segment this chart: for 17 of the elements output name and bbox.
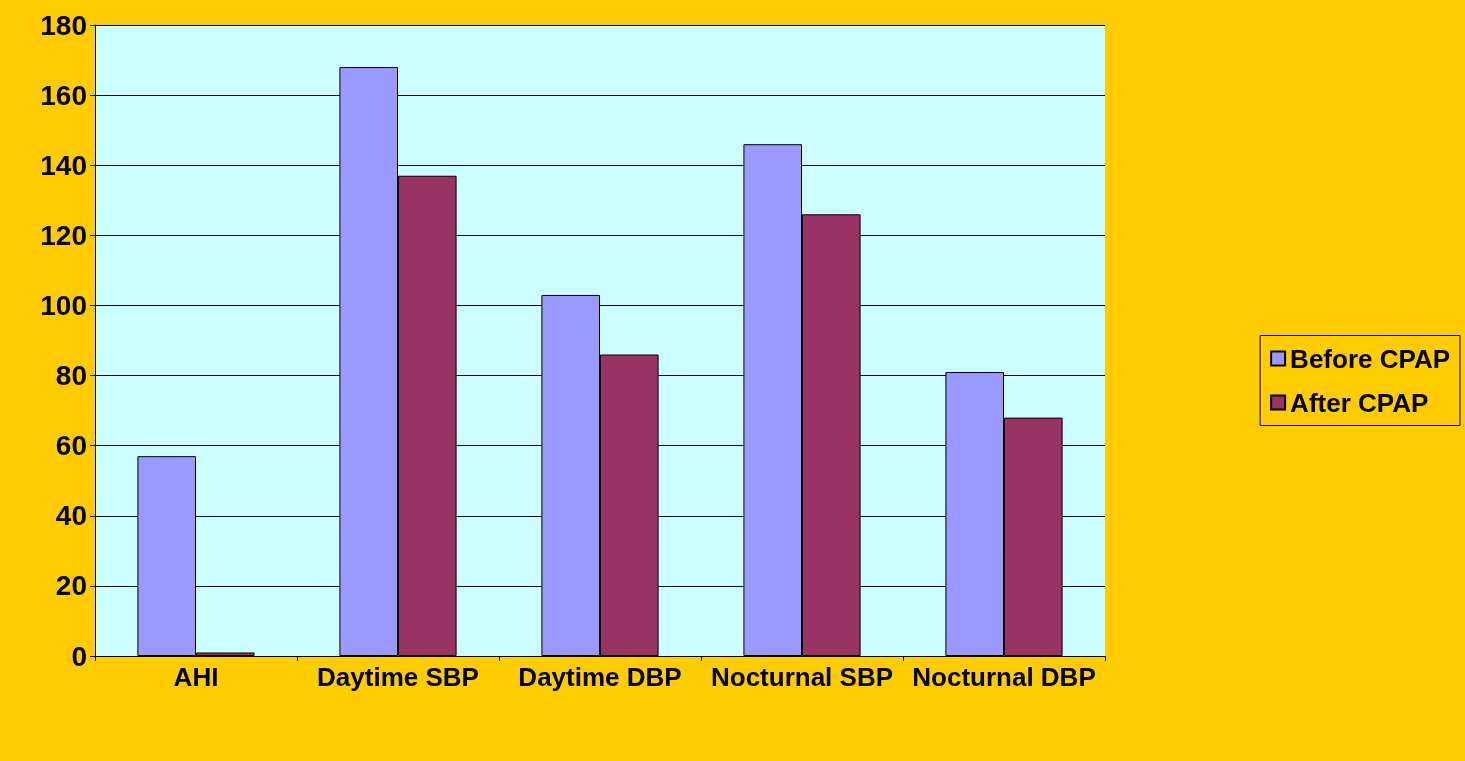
- y-tick-label: 160: [40, 79, 87, 111]
- y-tick-label: 0: [71, 640, 87, 672]
- legend-label: Before CPAP: [1290, 343, 1451, 374]
- legend-label: After CPAP: [1290, 387, 1429, 418]
- y-tick-label: 80: [55, 360, 87, 392]
- x-tick-label: Daytime SBP: [317, 662, 479, 692]
- x-tick-label: Nocturnal DBP: [912, 662, 1096, 692]
- x-tick-label: Nocturnal SBP: [710, 662, 894, 692]
- y-tick-label: 120: [40, 219, 87, 251]
- y-tick-label: 100: [40, 289, 87, 321]
- y-tick-label: 180: [40, 9, 87, 41]
- y-tick-label: 60: [55, 430, 87, 462]
- x-tick-label: Daytime DBP: [518, 662, 682, 692]
- x-tick-label: AHI: [173, 662, 219, 692]
- y-tick-label: 140: [40, 149, 87, 181]
- y-tick-label: 20: [55, 570, 87, 602]
- y-tick-label: 40: [55, 500, 87, 532]
